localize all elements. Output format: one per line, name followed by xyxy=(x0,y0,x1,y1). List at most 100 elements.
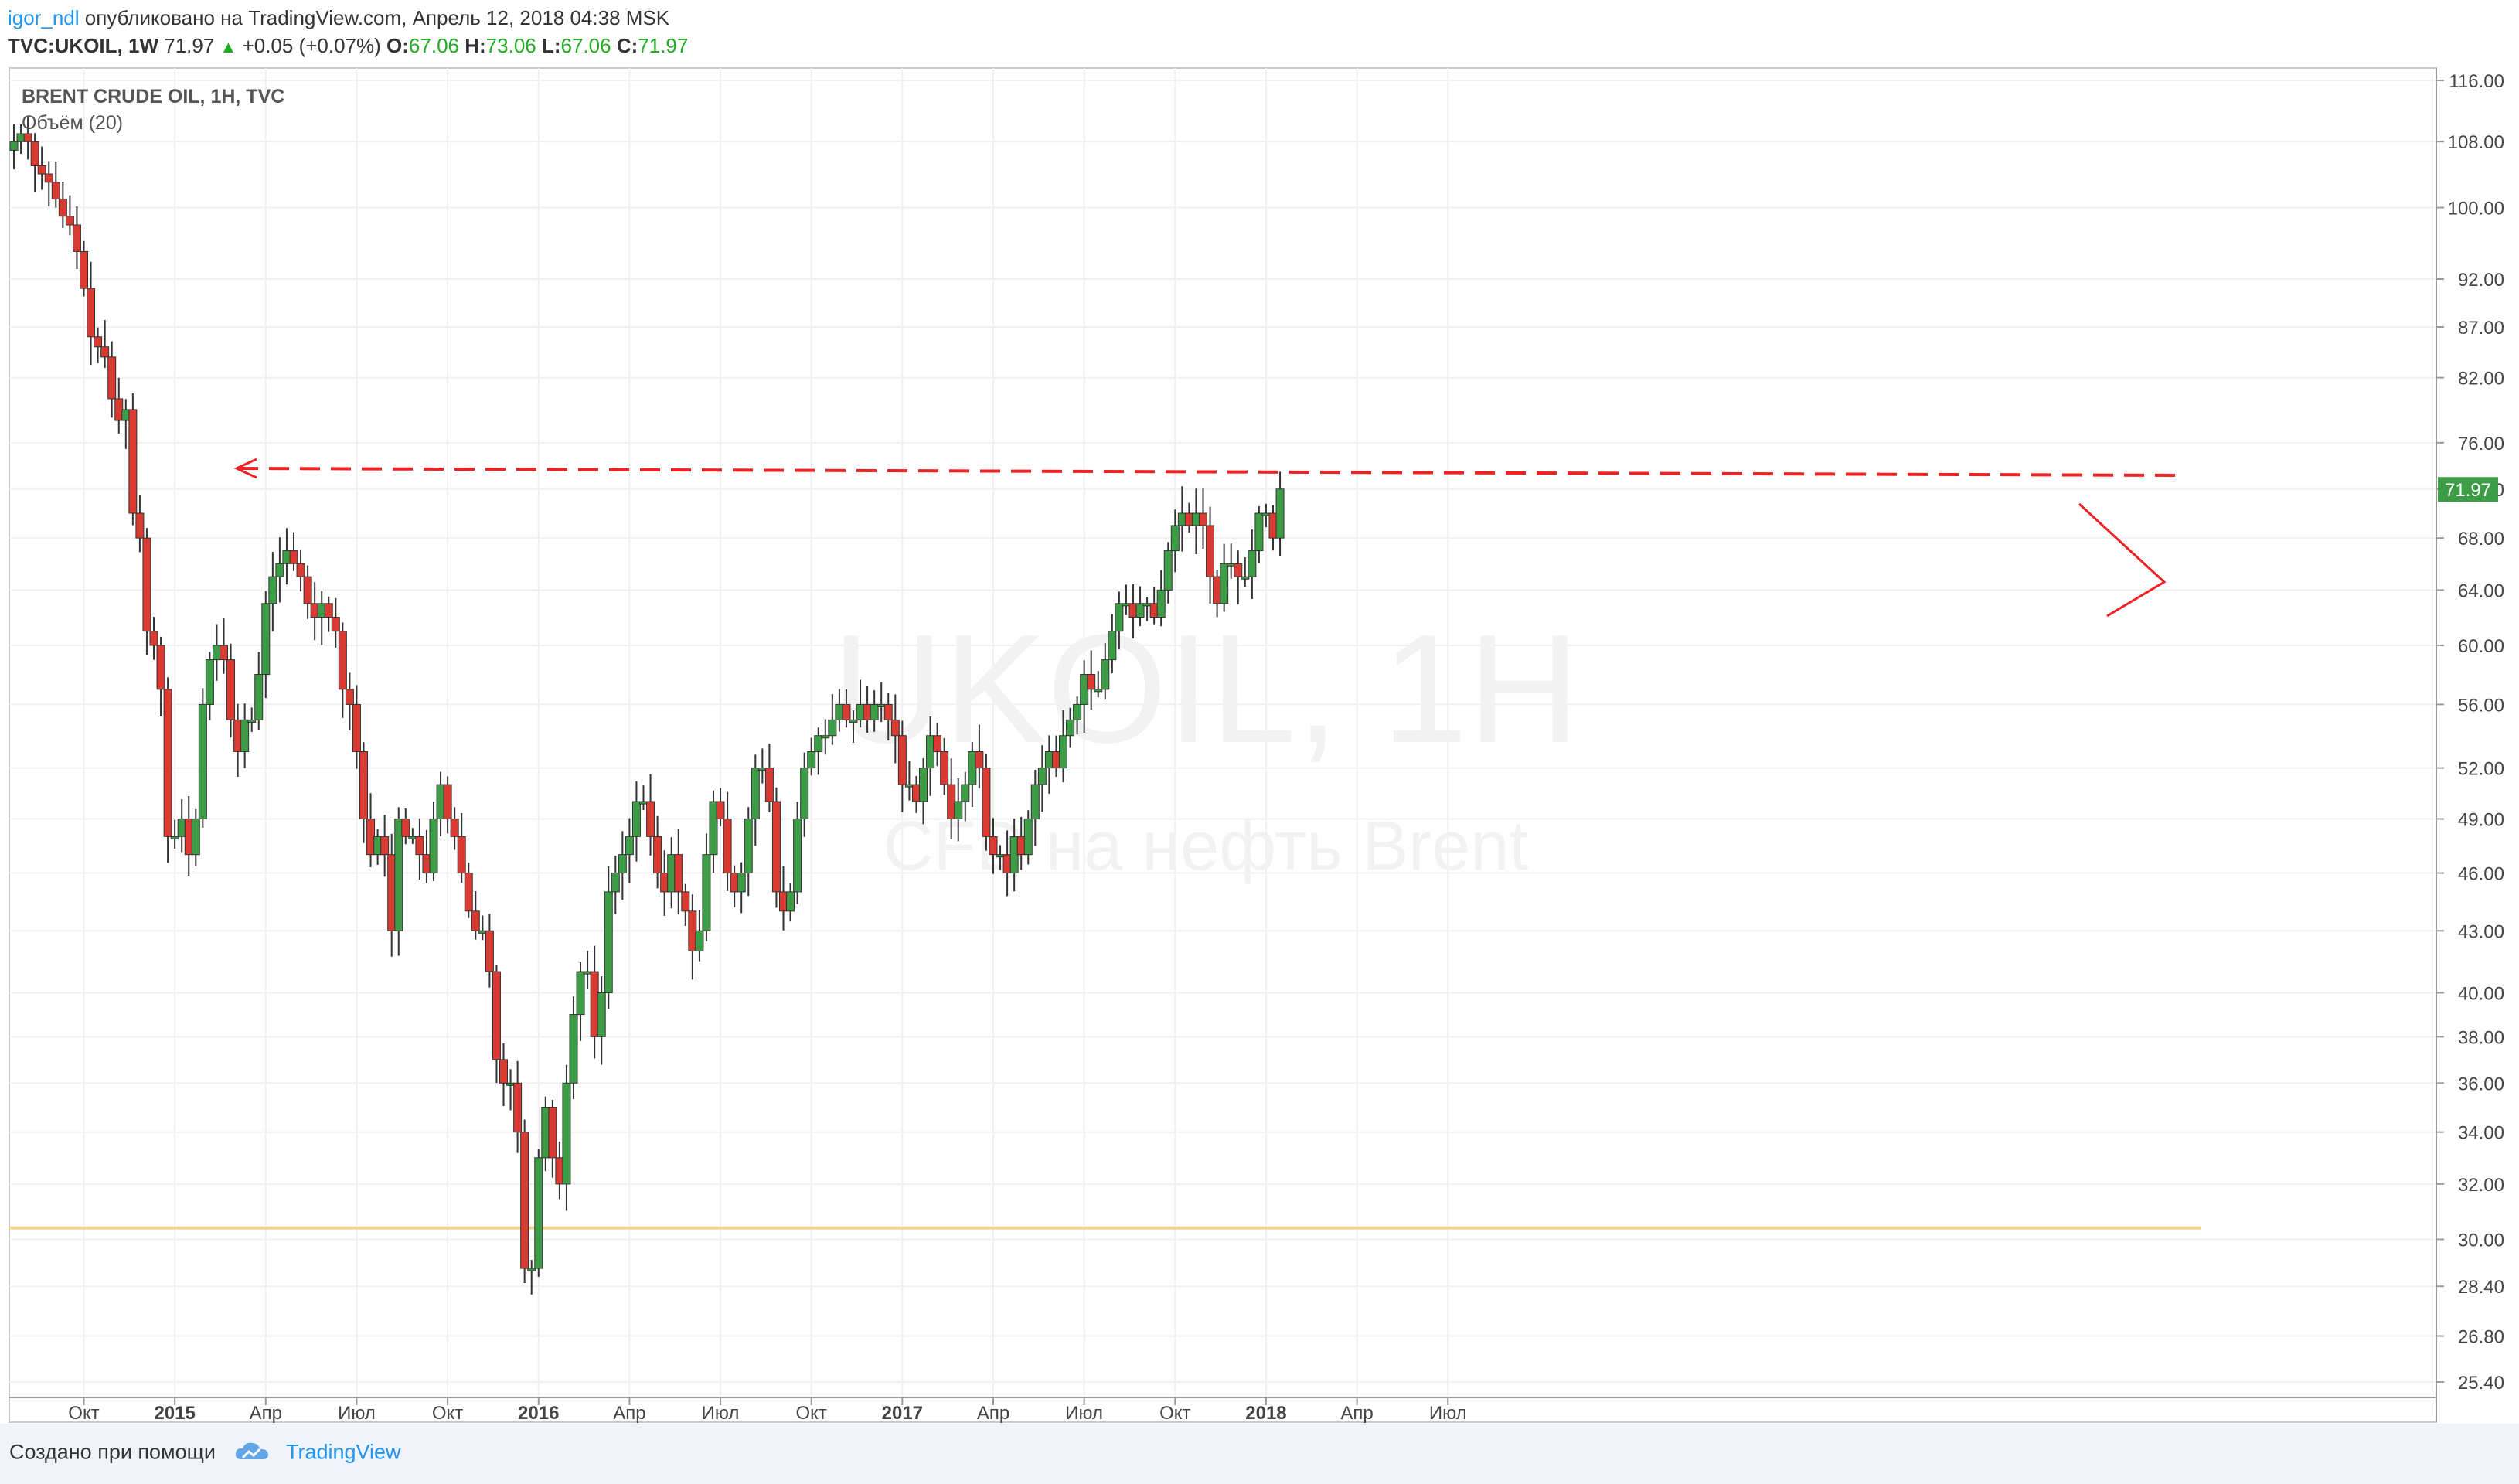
candle-body xyxy=(688,910,697,951)
candle xyxy=(450,807,459,850)
candle xyxy=(94,327,103,364)
candle-body xyxy=(646,801,655,837)
candle-body xyxy=(814,735,823,752)
candle xyxy=(1059,710,1067,783)
last-price-tag xyxy=(2438,477,2498,502)
price-tick-label: 38.00 xyxy=(2458,1027,2504,1048)
candle xyxy=(702,833,711,941)
candle-body xyxy=(345,689,354,705)
plot-background xyxy=(9,67,2437,1423)
candle xyxy=(394,807,403,956)
candle xyxy=(1023,810,1033,865)
author-link[interactable]: igor_ndl xyxy=(8,6,80,29)
candle-body xyxy=(631,801,641,837)
candle-body xyxy=(541,1107,550,1159)
resistance-dashed-line[interactable] xyxy=(237,467,2179,477)
candle xyxy=(954,778,963,842)
price-tick-label: 49.00 xyxy=(2458,809,2504,830)
candle xyxy=(1094,671,1103,698)
candle xyxy=(737,862,746,914)
candle-body xyxy=(1094,689,1103,693)
candle xyxy=(30,133,39,192)
candle xyxy=(1254,505,1264,563)
time-tick-label: Июл xyxy=(702,1403,740,1424)
annotations[interactable] xyxy=(233,458,2179,618)
price-axis[interactable]: 116.00108.00100.0092.0087.0082.0076.0072… xyxy=(2436,68,2504,1422)
candle-body xyxy=(1206,525,1215,577)
footer: Создано при помощи TradingView xyxy=(0,1424,2519,1484)
candle-body xyxy=(23,133,32,142)
candle-body xyxy=(653,836,662,874)
candle-body xyxy=(947,784,956,819)
candle xyxy=(149,617,158,660)
candle xyxy=(142,528,151,655)
price-tick-label: 40.00 xyxy=(2458,983,2504,1004)
candle-body xyxy=(1101,659,1110,690)
watermark-description: CFD на нефть Brent xyxy=(883,808,1529,885)
candle-body xyxy=(870,703,879,720)
candle xyxy=(261,591,271,699)
triangle-pattern[interactable] xyxy=(2078,502,2167,618)
candle-body xyxy=(1135,603,1145,618)
candle-body xyxy=(883,703,893,720)
candle-body xyxy=(1115,603,1124,632)
candle xyxy=(646,774,655,856)
candle xyxy=(653,815,662,889)
candle-body xyxy=(590,971,599,1037)
candle xyxy=(471,890,480,940)
candle xyxy=(499,1043,508,1107)
candlestick-chart[interactable]: UKOIL, 1H CFD на нефть Brent 116.00 108.0… xyxy=(0,0,2519,1424)
candle xyxy=(1037,745,1047,812)
candle-body xyxy=(254,674,264,720)
candle xyxy=(597,976,606,1065)
candle-body xyxy=(667,854,676,893)
candle xyxy=(254,652,264,730)
candle-body xyxy=(366,818,376,856)
candle xyxy=(268,551,277,632)
candle xyxy=(611,856,620,914)
time-tick-label: Апр xyxy=(1340,1403,1373,1424)
candle-body xyxy=(933,735,942,752)
candle-body xyxy=(968,751,977,785)
price-tick-label: 64.00 xyxy=(2458,580,2504,601)
candle-body xyxy=(9,141,19,151)
candle-body xyxy=(604,891,613,993)
candle xyxy=(625,818,634,883)
candle-body xyxy=(1016,836,1026,856)
candle-body xyxy=(975,751,984,769)
candle-body xyxy=(681,891,690,912)
candle-body xyxy=(807,751,816,769)
legend-title: BRENT CRUDE OIL, 1H, TVC xyxy=(22,86,285,107)
candle-body xyxy=(989,836,998,856)
candle xyxy=(793,802,802,904)
candle-body xyxy=(499,1059,508,1084)
candle-body xyxy=(1087,674,1096,690)
time-tick-label: 2018 xyxy=(1245,1403,1286,1424)
low-label: L: xyxy=(541,34,561,57)
candle-body xyxy=(268,576,277,604)
time-tick-label: Апр xyxy=(250,1403,282,1424)
time-axis[interactable]: Окт 2015 Апр Июл Окт 2016 Апр Июл Окт 2017 Апр Июл О… xyxy=(9,1397,2436,1424)
candle-body xyxy=(387,854,397,931)
candle xyxy=(163,677,172,863)
candle-body xyxy=(555,1157,564,1185)
candle xyxy=(764,744,774,812)
candle-body xyxy=(1066,719,1075,737)
price-change: +0.05 (+0.07%) xyxy=(242,34,381,57)
candle-body xyxy=(940,751,949,785)
tradingview-link[interactable]: TradingView xyxy=(285,1440,401,1464)
candle-body xyxy=(835,703,844,720)
candle xyxy=(961,771,970,822)
candle xyxy=(786,883,795,922)
candle-body xyxy=(1030,784,1040,819)
candle xyxy=(800,752,809,837)
candle-body xyxy=(80,250,88,289)
candle-body xyxy=(226,659,236,720)
candle xyxy=(1241,557,1250,587)
candle xyxy=(940,737,949,795)
price-tick-label: 82.00 xyxy=(2458,369,2504,390)
candle-body xyxy=(996,854,1005,858)
candle-body xyxy=(897,735,907,785)
candle-body xyxy=(1234,563,1243,577)
candle-body xyxy=(443,784,452,819)
